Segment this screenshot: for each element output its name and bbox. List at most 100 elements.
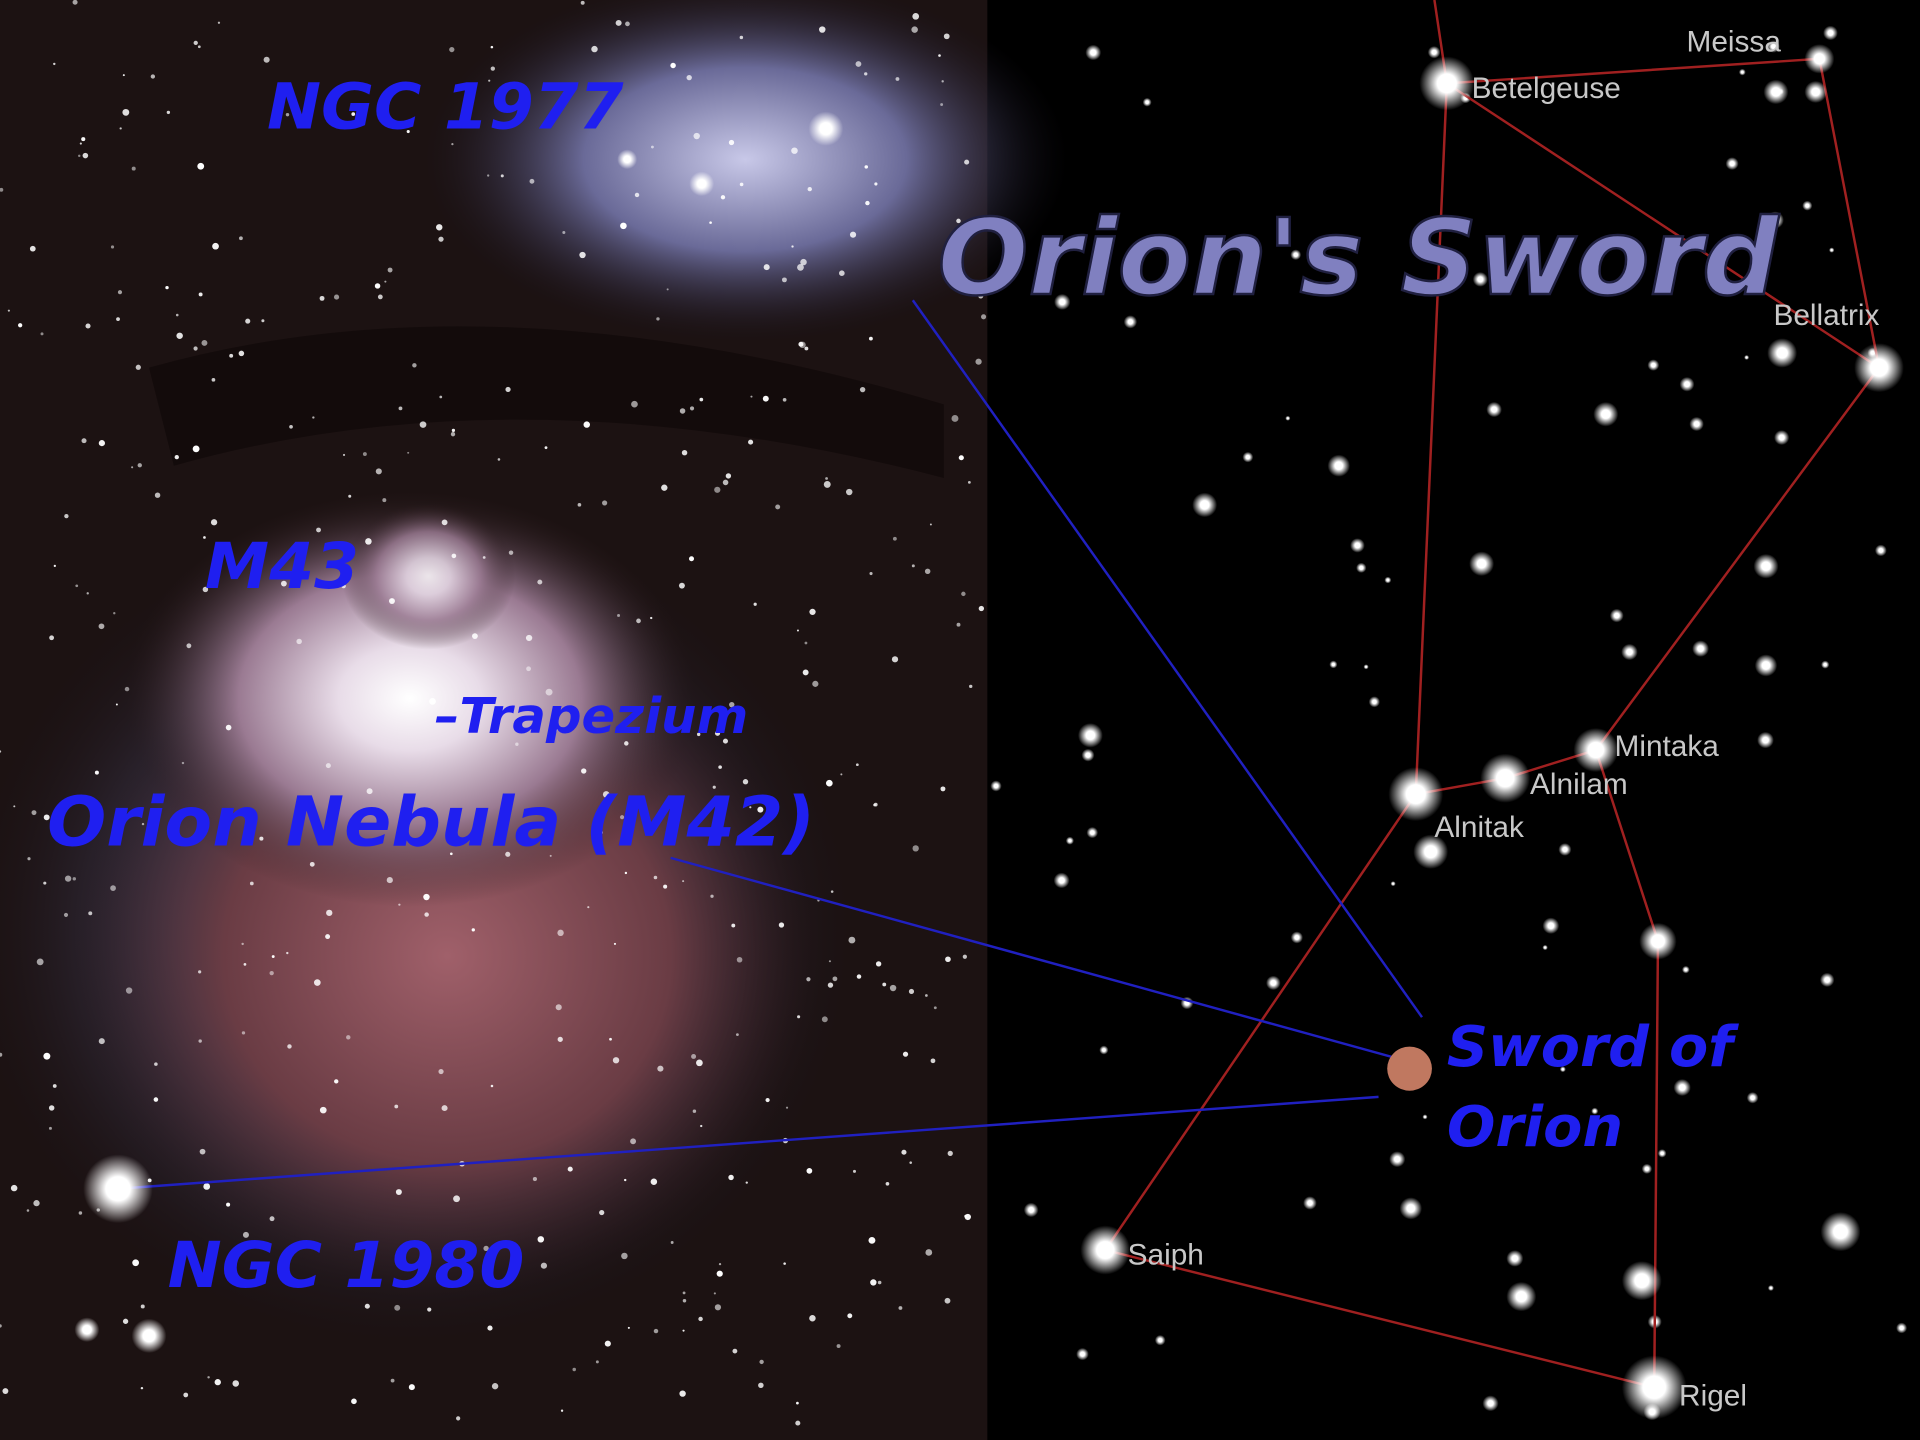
faint-star <box>389 598 395 604</box>
bright-star <box>1622 1261 1662 1300</box>
faint-star <box>856 61 862 67</box>
faint-star <box>1422 1114 1427 1119</box>
faint-star <box>126 987 132 993</box>
faint-star <box>505 387 510 392</box>
faint-star <box>925 569 931 574</box>
faint-star <box>959 455 964 460</box>
faint-star <box>822 1016 828 1022</box>
faint-star <box>1329 661 1337 669</box>
faint-star <box>118 290 122 294</box>
faint-star <box>896 77 900 81</box>
faint-star <box>365 538 372 544</box>
faint-star <box>797 629 799 631</box>
faint-star <box>453 1195 460 1202</box>
faint-star <box>1820 973 1834 987</box>
faint-star <box>964 1215 967 1218</box>
faint-star <box>197 163 204 170</box>
bright-star <box>75 1317 100 1342</box>
faint-star <box>407 452 409 454</box>
faint-star <box>581 768 586 773</box>
faint-star <box>1024 1203 1039 1217</box>
faint-star <box>690 406 694 410</box>
faint-star <box>1303 1196 1317 1209</box>
faint-star <box>651 146 654 149</box>
faint-star <box>113 612 115 614</box>
faint-star <box>903 1052 908 1057</box>
faint-star <box>41 332 44 335</box>
faint-star <box>242 1031 245 1034</box>
faint-star <box>529 179 534 184</box>
faint-star <box>154 1062 158 1066</box>
faint-star <box>689 556 694 561</box>
faint-star <box>694 133 700 139</box>
faint-star <box>13 805 15 807</box>
faint-star <box>938 54 941 57</box>
faint-star <box>746 1181 748 1183</box>
bright-star <box>1764 80 1789 105</box>
faint-star <box>193 346 197 350</box>
faint-star <box>680 408 686 413</box>
faint-star <box>931 1058 936 1063</box>
faint-star <box>80 143 82 145</box>
faint-star <box>239 351 245 356</box>
faint-star <box>270 971 274 975</box>
faint-star <box>229 354 233 358</box>
faint-star <box>1648 359 1660 370</box>
faint-star <box>824 481 831 488</box>
faint-star <box>1099 1046 1108 1055</box>
faint-star <box>803 669 809 675</box>
bright-star <box>1506 1282 1536 1311</box>
bright-star <box>1805 81 1827 103</box>
faint-star <box>241 943 243 945</box>
faint-star <box>758 1383 764 1388</box>
faint-star <box>136 365 141 370</box>
faint-star <box>420 421 427 428</box>
faint-star <box>1087 827 1098 838</box>
faint-star <box>289 425 293 429</box>
faint-star <box>798 342 803 347</box>
faint-star <box>1384 577 1391 584</box>
faint-star <box>176 333 182 339</box>
faint-star <box>717 1271 723 1277</box>
faint-star <box>578 503 582 507</box>
faint-star <box>1143 98 1152 107</box>
faint-star <box>696 1060 703 1067</box>
faint-star <box>1391 881 1396 886</box>
faint-star <box>438 1069 443 1074</box>
faint-star <box>378 295 383 300</box>
faint-star <box>874 182 877 185</box>
faint-star <box>562 231 565 234</box>
faint-star <box>32 810 37 815</box>
faint-star <box>423 894 429 900</box>
faint-star <box>218 22 220 24</box>
faint-star <box>394 1305 400 1311</box>
faint-star <box>1085 45 1101 60</box>
faint-star <box>320 1107 327 1114</box>
faint-star <box>141 1387 143 1389</box>
faint-star <box>388 268 393 273</box>
faint-star <box>320 296 325 301</box>
faint-star <box>11 1185 18 1191</box>
faint-star <box>667 288 669 290</box>
faint-star <box>1243 452 1254 463</box>
faint-star <box>1054 873 1070 889</box>
star-name: Alnilam <box>1530 768 1628 801</box>
faint-star <box>617 614 620 617</box>
faint-star <box>847 1313 852 1318</box>
faint-star <box>132 167 136 171</box>
faint-star <box>198 1039 201 1042</box>
faint-star <box>1875 545 1887 557</box>
faint-star <box>809 609 815 615</box>
faint-star <box>670 63 675 68</box>
faint-star <box>82 438 87 443</box>
faint-star <box>806 1168 812 1174</box>
faint-star <box>710 895 713 898</box>
faint-star <box>1155 1335 1166 1345</box>
faint-star <box>1558 843 1571 856</box>
faint-star <box>49 1127 52 1130</box>
faint-star <box>79 1211 82 1214</box>
faint-star <box>375 283 381 288</box>
photo-label: Orion Nebula (M42) <box>47 783 815 862</box>
faint-star <box>472 928 475 931</box>
faint-star <box>558 1037 563 1042</box>
